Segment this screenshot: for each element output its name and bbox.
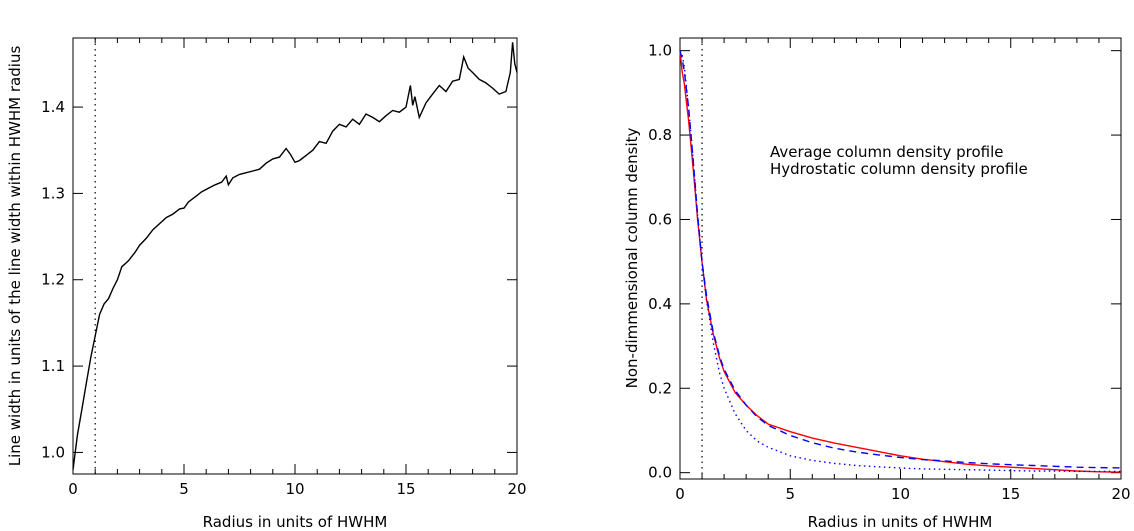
left-series-group bbox=[72, 42, 518, 470]
right-x-axis-label: Radius in units of HWHM bbox=[808, 513, 993, 531]
left-y-tick-label: 1.3 bbox=[41, 184, 65, 202]
right-series-group bbox=[679, 50, 1122, 473]
left-panel: 0 5 10 15 20 1.0 1.1 1.2 1.3 1.4 Radius in units … bbox=[6, 37, 527, 531]
right-panel: 0 5 10 15 20 0.0 0.2 0.4 0.6 0.8 1.0 Radius in uni… bbox=[623, 37, 1131, 531]
right-y-tick-label: 1.0 bbox=[648, 42, 672, 60]
legend-average-profile: Average column density profile bbox=[770, 143, 1004, 161]
left-y-axis-label: Line width in units of the line width wi… bbox=[6, 46, 24, 467]
right-y-tick-label: 0.4 bbox=[648, 295, 672, 313]
left-x-tick-label: 20 bbox=[507, 480, 526, 498]
left-series-line-1 bbox=[72, 42, 518, 470]
right-series-line-2 bbox=[679, 50, 1122, 469]
right-x-tick-label: 10 bbox=[891, 485, 910, 503]
left-plot-frame bbox=[72, 37, 518, 475]
left-x-axis-label: Radius in units of HWHM bbox=[203, 513, 388, 531]
left-y-tick-label: 1.2 bbox=[41, 271, 65, 289]
right-series-line-1 bbox=[679, 50, 1122, 473]
left-y-tick-label: 1.1 bbox=[41, 357, 65, 375]
right-x-tick-label: 5 bbox=[785, 485, 795, 503]
left-y-tick-label: 1.4 bbox=[41, 98, 65, 116]
right-y-axis-label: Non-dimmensional column density bbox=[623, 128, 641, 389]
right-x-tick-label: 0 bbox=[675, 485, 685, 503]
right-x-tick-label: 20 bbox=[1111, 485, 1130, 503]
left-ticks: 0 5 10 15 20 1.0 1.1 1.2 1.3 1.4 bbox=[41, 38, 527, 498]
right-series-line-3 bbox=[679, 50, 1121, 473]
right-y-tick-label: 0.6 bbox=[648, 210, 672, 228]
legend-hydrostatic-profile: Hydrostatic column density profile bbox=[770, 160, 1028, 178]
right-y-tick-label: 0.0 bbox=[648, 464, 672, 482]
right-y-tick-label: 0.8 bbox=[648, 126, 672, 144]
right-x-tick-label: 15 bbox=[1001, 485, 1020, 503]
left-x-tick-label: 10 bbox=[285, 480, 304, 498]
right-ticks: 0 5 10 15 20 0.0 0.2 0.4 0.6 0.8 1.0 bbox=[648, 38, 1131, 503]
right-y-tick-label: 0.2 bbox=[648, 379, 672, 397]
left-x-tick-label: 15 bbox=[396, 480, 415, 498]
right-plot-frame bbox=[679, 37, 1122, 480]
left-x-tick-label: 0 bbox=[68, 480, 78, 498]
left-y-tick-label: 1.0 bbox=[41, 443, 65, 461]
left-x-tick-label: 5 bbox=[179, 480, 189, 498]
